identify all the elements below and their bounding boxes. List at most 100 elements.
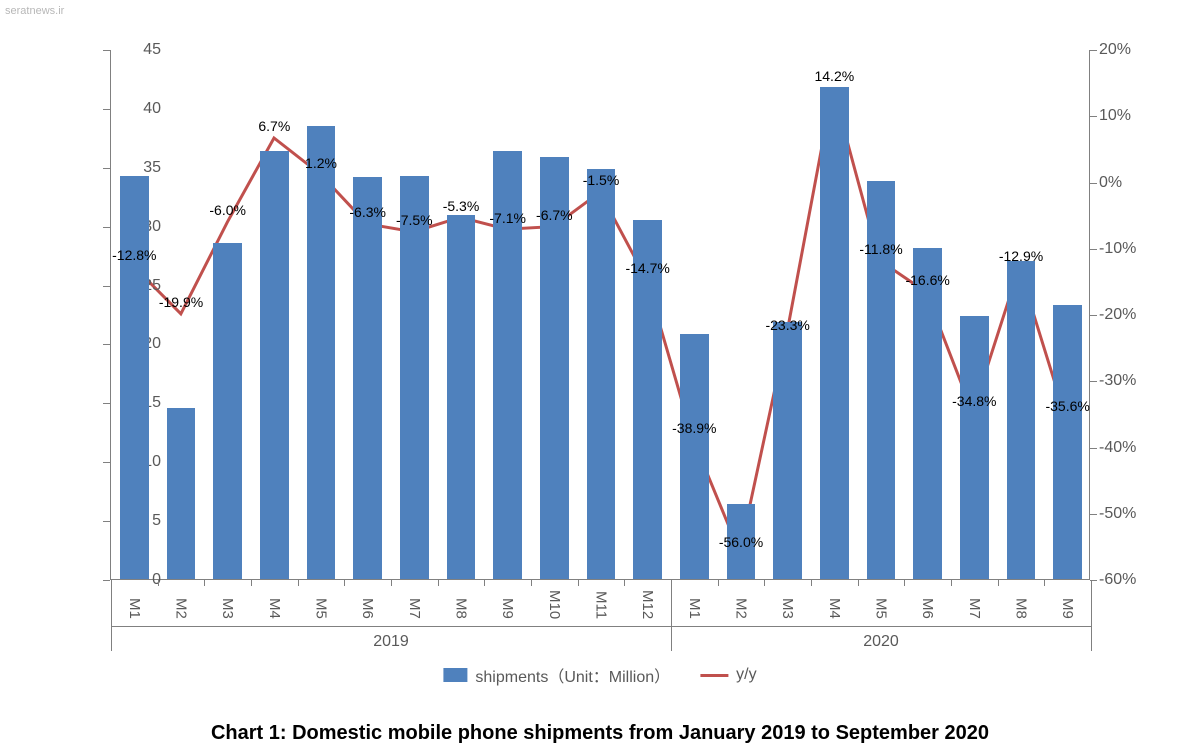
x-tick bbox=[344, 580, 345, 586]
x-label: M8 bbox=[1013, 598, 1030, 619]
line-data-label: -12.8% bbox=[112, 247, 156, 263]
bar bbox=[960, 316, 989, 579]
bar bbox=[167, 408, 196, 579]
legend-label: shipments（Unit：Million） bbox=[475, 663, 670, 687]
x-tick bbox=[998, 580, 999, 586]
plot-area: shipments（Unit：Million） y/y 051015202530… bbox=[110, 50, 1090, 580]
bar bbox=[680, 334, 709, 579]
y2-tick bbox=[1090, 448, 1097, 449]
bar bbox=[1053, 305, 1082, 579]
x-tick bbox=[811, 580, 812, 586]
line-data-label: -12.9% bbox=[999, 248, 1043, 264]
x-label: M8 bbox=[453, 598, 470, 619]
line-data-label: -6.7% bbox=[536, 207, 573, 223]
y1-tick bbox=[103, 168, 110, 169]
bar bbox=[400, 176, 429, 579]
y2-label: 0% bbox=[1099, 174, 1122, 192]
year-divider bbox=[671, 581, 672, 627]
bar bbox=[307, 126, 336, 579]
bar bbox=[447, 215, 476, 579]
bar bbox=[353, 177, 382, 579]
x-label: M3 bbox=[779, 598, 796, 619]
x-tick bbox=[904, 580, 905, 586]
line-data-label: -5.3% bbox=[443, 198, 480, 214]
bar bbox=[1007, 261, 1036, 579]
y1-tick bbox=[103, 521, 110, 522]
chart-title: Chart 1: Domestic mobile phone shipments… bbox=[211, 722, 989, 745]
watermark: seratnews.ir bbox=[5, 5, 64, 17]
x-label: M7 bbox=[966, 598, 983, 619]
year-label: 2019 bbox=[373, 633, 409, 651]
line-data-label: -7.5% bbox=[396, 212, 433, 228]
x-label: M6 bbox=[919, 598, 936, 619]
x-tick bbox=[204, 580, 205, 586]
year-hline bbox=[111, 626, 671, 627]
y2-tick bbox=[1090, 315, 1097, 316]
x-tick bbox=[718, 580, 719, 586]
line-data-label: -38.9% bbox=[672, 420, 716, 436]
y2-label: -40% bbox=[1099, 439, 1136, 457]
y1-tick bbox=[103, 109, 110, 110]
line-data-label: -14.7% bbox=[625, 260, 669, 276]
year-divider bbox=[1091, 581, 1092, 627]
x-label: M5 bbox=[873, 598, 890, 619]
x-label: M11 bbox=[593, 591, 610, 619]
line-data-label: -6.3% bbox=[349, 204, 386, 220]
legend-swatch-line bbox=[700, 674, 728, 677]
x-label: M4 bbox=[826, 598, 843, 619]
line-data-label: 14.2% bbox=[814, 68, 854, 84]
x-tick bbox=[531, 580, 532, 586]
y2-label: -10% bbox=[1099, 240, 1136, 258]
y2-tick bbox=[1090, 514, 1097, 515]
year-label: 2020 bbox=[863, 633, 899, 651]
x-tick bbox=[298, 580, 299, 586]
line-data-label: -56.0% bbox=[719, 534, 763, 550]
y2-label: 20% bbox=[1099, 41, 1131, 59]
y1-tick bbox=[103, 50, 110, 51]
y2-tick bbox=[1090, 50, 1097, 51]
y2-label: -50% bbox=[1099, 505, 1136, 523]
x-tick bbox=[858, 580, 859, 586]
bar bbox=[773, 322, 802, 579]
year-divider bbox=[1091, 625, 1092, 651]
line-data-label: 6.7% bbox=[258, 118, 290, 134]
x-label: M9 bbox=[499, 598, 516, 619]
legend-item-yoy: y/y bbox=[700, 666, 756, 684]
y2-label: -30% bbox=[1099, 372, 1136, 390]
line-data-label: -16.6% bbox=[905, 272, 949, 288]
y1-tick bbox=[103, 403, 110, 404]
x-tick bbox=[578, 580, 579, 586]
y1-tick bbox=[103, 286, 110, 287]
y1-tick bbox=[103, 580, 110, 581]
year-divider bbox=[111, 625, 112, 651]
bar bbox=[587, 169, 616, 579]
x-label: M1 bbox=[126, 598, 143, 619]
legend-item-shipments: shipments（Unit：Million） bbox=[443, 663, 670, 687]
line-data-label: -19.9% bbox=[159, 294, 203, 310]
x-label: M6 bbox=[359, 598, 376, 619]
bar bbox=[820, 87, 849, 579]
x-tick bbox=[158, 580, 159, 586]
bar bbox=[260, 151, 289, 579]
line-data-label: -34.8% bbox=[952, 393, 996, 409]
line-data-label: -23.3% bbox=[765, 317, 809, 333]
x-label: M4 bbox=[266, 598, 283, 619]
x-tick bbox=[624, 580, 625, 586]
line-data-label: -1.5% bbox=[583, 172, 620, 188]
line-data-label: -6.0% bbox=[209, 202, 246, 218]
y2-label: 10% bbox=[1099, 107, 1131, 125]
y1-label: 0 bbox=[152, 571, 161, 589]
y1-label: 40 bbox=[143, 100, 161, 118]
y2-label: -20% bbox=[1099, 306, 1136, 324]
x-label: M3 bbox=[219, 598, 236, 619]
x-tick bbox=[951, 580, 952, 586]
y1-label: 5 bbox=[152, 512, 161, 530]
bar bbox=[913, 248, 942, 579]
y1-label: 45 bbox=[143, 41, 161, 59]
y1-tick bbox=[103, 344, 110, 345]
x-label: M9 bbox=[1059, 598, 1076, 619]
line-data-label: -35.6% bbox=[1045, 398, 1089, 414]
x-label: M12 bbox=[639, 590, 656, 619]
x-label: M10 bbox=[546, 590, 563, 619]
y2-tick bbox=[1090, 381, 1097, 382]
